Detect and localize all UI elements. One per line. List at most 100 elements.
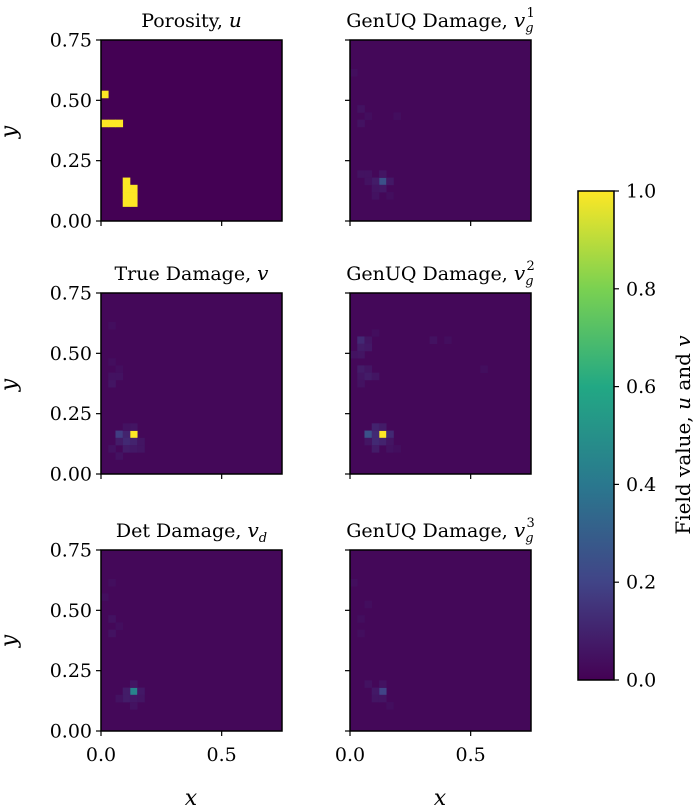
- y-axis-label: y: [0, 378, 22, 392]
- heatmap-cell: [129, 199, 138, 207]
- heatmap-cell: [122, 687, 131, 696]
- panel-title-text: Porosity,: [141, 10, 229, 32]
- heatmap-cell: [364, 343, 373, 352]
- heatmap-cell: [357, 336, 365, 345]
- heatmap-cell: [350, 350, 358, 359]
- panel-true-damage: True Damage, v 0.00 0.25 0.50 0.75: [50, 261, 283, 486]
- heatmap-cell: [101, 593, 109, 602]
- heatmap-cell: [115, 452, 124, 460]
- heatmap-cell: [122, 184, 131, 193]
- heatmap-cell: [371, 192, 380, 200]
- x-tick-label: 0.5: [207, 744, 237, 766]
- panel-title-text: GenUQ Damage,: [346, 10, 514, 32]
- heatmap-cell: [115, 430, 124, 439]
- panel-title: GenUQ Damage, vg2: [346, 259, 535, 289]
- heatmap-cell: [371, 430, 380, 439]
- panel-title-sup: 1: [527, 6, 535, 21]
- heatmap-cell: [378, 687, 387, 696]
- heatmap-panels: Porosity, u 0.00 0.25 0.50 0.75 GenUQ Damage,…: [50, 6, 535, 766]
- panel-genuq-1: GenUQ Damage, vg1: [345, 6, 535, 226]
- panel-title-math: v: [247, 518, 259, 542]
- heatmap-cell: [357, 615, 365, 623]
- axis-labels: y y y x x: [0, 125, 447, 811]
- heatmap-cell: [371, 437, 380, 446]
- y-axis-label: y: [0, 125, 22, 139]
- heatmap-cell: [137, 694, 145, 703]
- heatmap-cell: [357, 379, 365, 388]
- panel-title-math: v: [514, 8, 526, 32]
- heatmap-cell: [129, 437, 138, 446]
- heatmap-cell: [371, 694, 380, 703]
- heatmap-cell: [357, 105, 365, 113]
- heatmap-cell: [108, 578, 116, 587]
- heatmap-cell: [129, 694, 138, 703]
- y-tick-label: 0.50: [50, 343, 92, 365]
- heatmap-cell: [386, 702, 394, 710]
- heatmap-cell: [371, 177, 380, 186]
- y-axis-label: y: [0, 634, 22, 648]
- panel-title-text: GenUQ Damage,: [346, 263, 514, 285]
- heatmap-cell: [357, 170, 365, 178]
- y-tick-label: 0.75: [50, 540, 92, 562]
- y-tick-label: 0.50: [50, 90, 92, 112]
- heatmap-cell: [108, 372, 116, 381]
- heatmap-cell: [129, 430, 138, 439]
- axes-frame: [349, 39, 532, 222]
- colorbar-gradient: [577, 190, 615, 681]
- heatmap-cell: [101, 119, 109, 128]
- colorbar-label-v: v: [671, 335, 695, 347]
- heatmap-cell: [122, 430, 131, 439]
- x-tick-label: 0.5: [456, 744, 486, 766]
- heatmap-cell: [371, 372, 380, 381]
- panel-title-sub: d: [259, 531, 267, 546]
- x-axis-label: x: [434, 786, 447, 811]
- heatmap-cell: [137, 437, 145, 446]
- panel-title: GenUQ Damage, vg1: [346, 6, 535, 36]
- heatmap-background: [350, 550, 531, 731]
- panel-title: True Damage, v: [115, 261, 270, 285]
- heatmap-cell: [122, 437, 131, 446]
- y-tick-label: 0.50: [50, 600, 92, 622]
- colorbar-label-prefix: Field value,: [671, 410, 695, 535]
- heatmap-cell: [386, 430, 394, 439]
- heatmap-cell: [129, 184, 138, 193]
- heatmap-cell: [357, 372, 365, 381]
- heatmap-cell: [364, 177, 373, 186]
- heatmap-cell: [386, 445, 394, 453]
- heatmap-cell: [371, 423, 380, 431]
- heatmap-cell: [364, 365, 373, 373]
- axes-frame: [100, 549, 283, 732]
- y-tick-label: 0.75: [50, 30, 92, 52]
- heatmap-cell: [115, 365, 124, 373]
- y-tick-label: 0.00: [50, 721, 92, 743]
- panel-title-sup: 2: [527, 259, 535, 274]
- heatmap-cell: [122, 445, 131, 453]
- panel-title-math: u: [229, 8, 242, 32]
- y-tick-label: 0.25: [50, 403, 92, 425]
- heatmap-cell: [129, 192, 138, 200]
- heatmap-cell: [129, 680, 138, 688]
- heatmap-cell: [108, 321, 116, 330]
- heatmap-cell: [108, 358, 116, 366]
- heatmap-cell: [122, 694, 131, 703]
- colorbar-tick-label: 0.8: [626, 278, 656, 300]
- y-tick-label: 0.25: [50, 660, 92, 682]
- panel-title: Porosity, u: [141, 8, 242, 32]
- heatmap-cell: [350, 578, 358, 587]
- heatmap-cell: [115, 119, 124, 128]
- axes-frame: [349, 549, 532, 732]
- heatmap-cell: [137, 687, 145, 696]
- heatmap-cell: [129, 423, 138, 431]
- heatmap-cell: [386, 192, 394, 200]
- panel-title-sub: g: [525, 531, 533, 546]
- panel-title: Det Damage, vd: [116, 518, 267, 546]
- heatmap-cell: [137, 445, 145, 453]
- panel-genuq-3: GenUQ Damage, vg3 0.0 0.5: [335, 516, 535, 766]
- heatmap-cell: [115, 694, 124, 703]
- heatmap-cell: [386, 437, 394, 446]
- heatmap-cell: [122, 199, 131, 207]
- heatmap-cell: [378, 680, 387, 688]
- x-tick-label: 0.0: [86, 744, 116, 766]
- heatmap-cell: [115, 622, 124, 630]
- colorbar-ticks: 0.0 0.2 0.4 0.6 0.8 1.0: [614, 181, 656, 692]
